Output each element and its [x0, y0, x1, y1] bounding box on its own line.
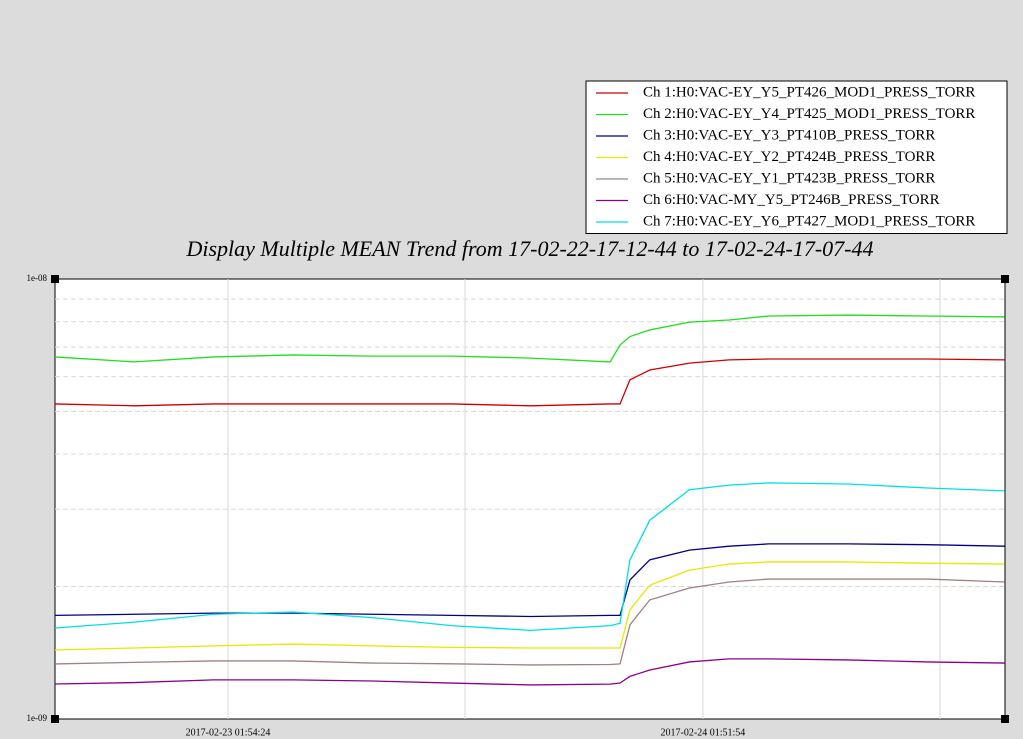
series-line — [54, 561, 1005, 651]
legend-label: Ch 1:H0:VAC-EY_Y5_PT426_MOD1_PRESS_TORR — [643, 84, 975, 100]
x-tick-label: 2017-02-24 01:51:54 — [661, 727, 746, 738]
legend-label: Ch 3:H0:VAC-EY_Y3_PT410B_PRESS_TORR — [643, 127, 935, 143]
corner-handle — [51, 275, 59, 283]
corner-handle — [1001, 275, 1009, 283]
legend-label: Ch 4:H0:VAC-EY_Y2_PT424B_PRESS_TORR — [643, 149, 935, 165]
legend-label: Ch 2:H0:VAC-EY_Y4_PT425_MOD1_PRESS_TORR — [643, 106, 975, 122]
corner-handle — [1001, 715, 1009, 723]
series-line — [54, 482, 1005, 632]
y-tick-label: 1e-08 — [27, 273, 48, 283]
series-line — [54, 358, 1005, 407]
y-tick-label: 1e-09 — [27, 713, 48, 723]
plot-area — [54, 278, 1006, 720]
legend-label: Ch 5:H0:VAC-EY_Y1_PT423B_PRESS_TORR — [643, 170, 935, 186]
x-tick-label: 2017-02-23 01:54:24 — [186, 727, 271, 738]
legend-label: Ch 6:H0:VAC-MY_Y5_PT246B_PRESS_TORR — [643, 192, 940, 208]
series-line — [54, 314, 1005, 363]
series-line — [54, 578, 1005, 666]
chart-title: Display Multiple MEAN Trend from 17-02-2… — [185, 236, 873, 261]
plot-layer: 2017-02-23 01:54:24 2017-02-24 01:51:54 1e… — [27, 80, 1009, 738]
corner-handle — [51, 715, 59, 723]
legend-box — [585, 80, 1008, 234]
legend-label: Ch 7:H0:VAC-EY_Y6_PT427_MOD1_PRESS_TORR — [643, 213, 975, 229]
series-line — [54, 658, 1005, 686]
